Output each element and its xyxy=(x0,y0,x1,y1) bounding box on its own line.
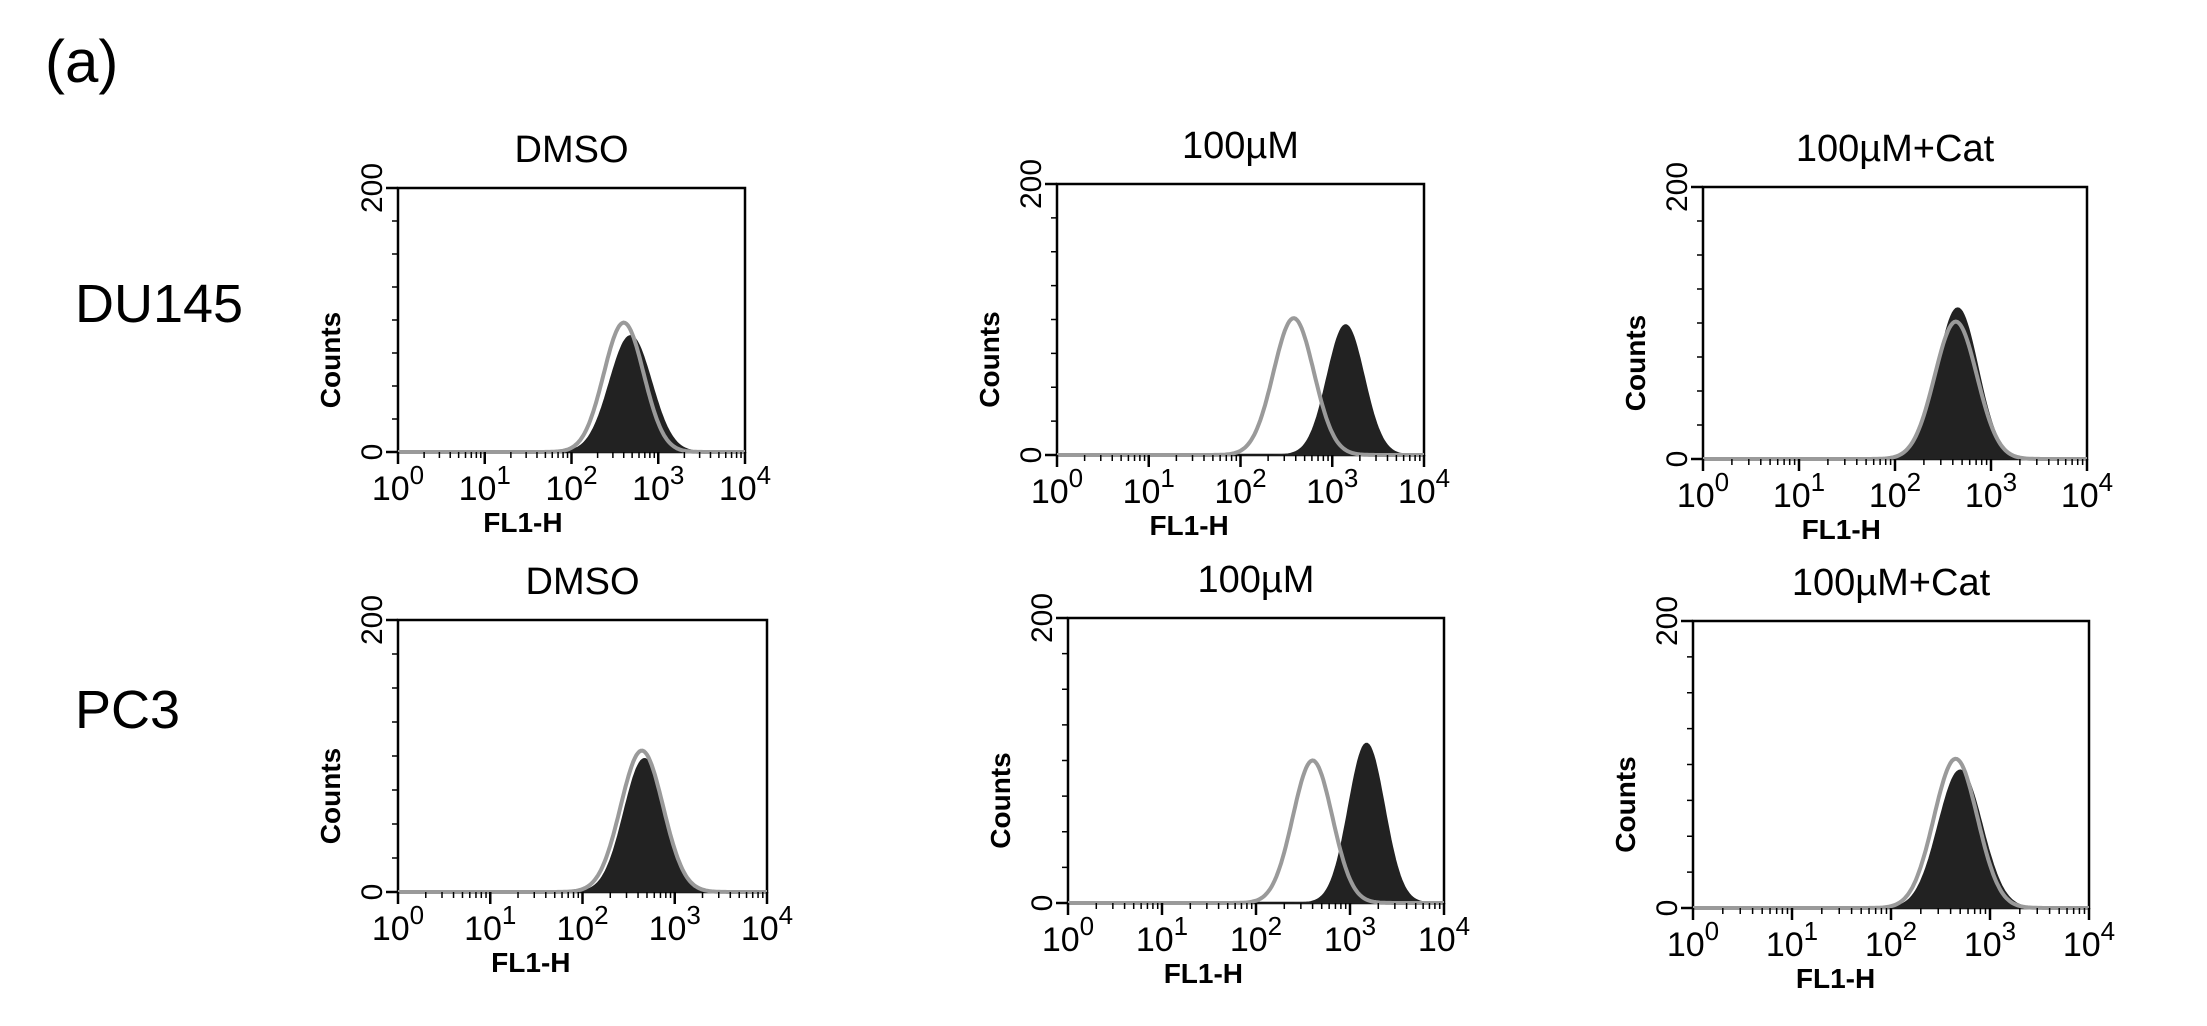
chart-title: 100µM+Cat xyxy=(1792,562,1991,604)
y-tick-label: 200 xyxy=(1026,593,1059,643)
y-tick-label: 0 xyxy=(1651,900,1684,917)
x-tick-label: 102 xyxy=(1214,463,1266,511)
x-tick-label: 104 xyxy=(2063,916,2115,964)
x-tick-label: 104 xyxy=(2061,467,2113,515)
histogram-panel: 100µM+Cat 0 200 Counts 100 101 102 103 104 FL1-H xyxy=(1610,562,2115,994)
histogram-panel: DMSO 0 200 Counts 100 101 102 103 104 FL1-H xyxy=(315,561,793,978)
filled-histogram xyxy=(1068,742,1444,904)
chart-title: 100µM xyxy=(1198,559,1315,601)
x-tick-label: 101 xyxy=(459,460,511,508)
x-tick-label: 104 xyxy=(1418,911,1470,959)
x-tick-label: 100 xyxy=(1677,467,1729,515)
x-tick-label: 104 xyxy=(741,900,793,948)
y-tick-label: 0 xyxy=(1661,451,1694,468)
y-tick-label: 200 xyxy=(1651,596,1684,646)
x-tick-label: 103 xyxy=(632,460,684,508)
histogram-panel: 100µM 0 200 Counts 100 101 102 103 104 FL1-H xyxy=(985,559,1470,989)
chart-title: DMSO xyxy=(526,561,640,603)
row-label-pc3: PC3 xyxy=(75,680,181,740)
x-tick-label: 102 xyxy=(1865,916,1917,964)
x-tick-label: 100 xyxy=(372,460,424,508)
x-axis-label: FL1-H xyxy=(1802,514,1881,545)
overlay-histogram xyxy=(1693,756,2089,910)
y-tick-label: 200 xyxy=(356,163,389,213)
chart-title: 100µM+Cat xyxy=(1796,128,1995,170)
y-tick-label: 0 xyxy=(356,884,389,901)
plot-frame xyxy=(396,186,747,454)
y-axis-label: Counts xyxy=(1610,756,1641,852)
overlay-histogram xyxy=(398,320,745,454)
filled-histogram xyxy=(1693,769,2089,909)
y-tick-label: 0 xyxy=(1015,447,1048,464)
chart-title: 100µM xyxy=(1182,125,1299,167)
x-tick-label: 102 xyxy=(1869,467,1921,515)
x-tick-label: 103 xyxy=(1965,467,2017,515)
x-axis-label: FL1-H xyxy=(491,947,570,978)
overlay-histogram xyxy=(1068,758,1444,905)
y-axis-label: Counts xyxy=(315,312,346,408)
row-label-du145: DU145 xyxy=(75,274,244,334)
x-tick-label: 101 xyxy=(1136,911,1188,959)
filled-histogram xyxy=(398,758,767,893)
plot-frame xyxy=(1701,185,2089,461)
y-axis-label: Counts xyxy=(974,311,1005,407)
x-tick-label: 100 xyxy=(1042,911,1094,959)
x-tick-label: 104 xyxy=(719,460,771,508)
y-axis-label: Counts xyxy=(985,752,1016,848)
chart-title: DMSO xyxy=(515,129,629,171)
x-tick-label: 101 xyxy=(1123,463,1175,511)
overlay-histogram xyxy=(398,748,767,894)
x-tick-label: 103 xyxy=(1964,916,2016,964)
y-axis-label: Counts xyxy=(315,748,346,844)
y-tick-label: 200 xyxy=(1661,162,1694,212)
overlay-histogram xyxy=(1057,316,1424,457)
overlay-histogram xyxy=(1703,319,2087,461)
x-axis-label: FL1-H xyxy=(1149,510,1228,541)
x-tick-label: 102 xyxy=(545,460,597,508)
x-tick-label: 102 xyxy=(1230,911,1282,959)
x-axis-label: FL1-H xyxy=(1796,963,1875,994)
x-axis-label: FL1-H xyxy=(1164,958,1243,989)
x-tick-label: 103 xyxy=(1306,463,1358,511)
y-tick-label: 200 xyxy=(356,595,389,645)
filled-histogram xyxy=(1703,307,2087,460)
y-tick-label: 0 xyxy=(356,444,389,461)
filled-histogram xyxy=(398,335,745,453)
y-tick-label: 200 xyxy=(1015,159,1048,209)
plot-frame xyxy=(1691,619,2091,910)
y-axis-label: Counts xyxy=(1620,315,1651,411)
x-tick-label: 100 xyxy=(1031,463,1083,511)
x-tick-label: 101 xyxy=(1773,467,1825,515)
y-tick-label: 0 xyxy=(1026,895,1059,912)
panel-label: (a) xyxy=(45,28,119,95)
x-tick-label: 104 xyxy=(1398,463,1450,511)
histogram-panel: 100µM 0 200 Counts 100 101 102 103 104 FL1-H xyxy=(974,125,1450,541)
x-tick-label: 101 xyxy=(464,900,516,948)
x-tick-label: 103 xyxy=(1324,911,1376,959)
x-axis-label: FL1-H xyxy=(483,507,562,538)
histogram-panel: 100µM+Cat 0 200 Counts 100 101 102 103 104 FL1-H xyxy=(1620,128,2113,545)
x-tick-label: 103 xyxy=(649,900,701,948)
plot-frame xyxy=(396,618,769,894)
x-tick-label: 101 xyxy=(1766,916,1818,964)
histogram-panel: DMSO 0 200 Counts 100 101 102 103 104 FL1-H xyxy=(315,129,771,538)
x-tick-label: 100 xyxy=(372,900,424,948)
x-tick-label: 102 xyxy=(556,900,608,948)
filled-histogram xyxy=(1057,324,1424,456)
x-tick-label: 100 xyxy=(1667,916,1719,964)
